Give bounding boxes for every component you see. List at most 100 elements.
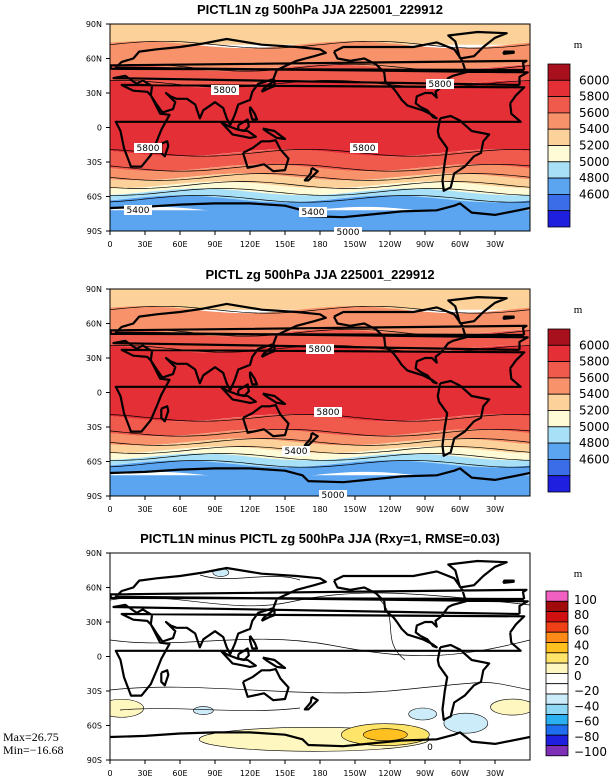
y-tick-label: 30S [87, 158, 102, 167]
coastline [110, 296, 530, 484]
y-tick-label: 0 [97, 124, 102, 133]
colorbar-label: 5000 [579, 420, 610, 434]
panel1-field [110, 24, 530, 231]
field-band [110, 475, 530, 496]
contour-line [110, 40, 530, 49]
colorbar-box [547, 426, 571, 444]
colorbar-label: 4600 [579, 187, 610, 201]
contour-label: 5400 [285, 447, 308, 457]
x-tick-label: 180 [312, 505, 327, 514]
panel3-map: 0 30E 60E 90E 120E 150E 180 150W 120W 90W 60W 30W 90… [86, 549, 531, 778]
y-tick-label: 30S [87, 687, 102, 696]
colorbar-label: 5200 [579, 404, 610, 418]
contour-line [110, 305, 530, 314]
colorbar-label: 5400 [579, 122, 610, 136]
y-tick-label: 30N [86, 618, 102, 627]
y-tick-label: 30S [87, 423, 102, 432]
panel1-unit: m [574, 39, 583, 51]
contour-label-bg [134, 143, 162, 153]
contour-label: 5000 [337, 228, 360, 238]
x-tick-label: 90W [416, 505, 434, 514]
colorbar-box [545, 600, 569, 612]
y-tick-label: 60N [86, 584, 102, 593]
colorbar-box [545, 631, 569, 643]
x-tick-label: 150E [275, 769, 295, 778]
field-band [110, 64, 530, 88]
field-band [110, 414, 530, 437]
field-band [110, 173, 530, 189]
contour-label-bg [282, 446, 310, 456]
colorbar-label: 4600 [579, 452, 610, 466]
contour-label: 5800 [214, 86, 237, 96]
x-tick-label: 30W [486, 769, 504, 778]
x-tick-label: 120W [378, 505, 401, 514]
panel1-title: PICTL1N zg 500hPa JJA 225001_229912 [197, 2, 443, 17]
x-tick-label: 60E [172, 505, 187, 514]
colorbar-box [545, 693, 569, 705]
y-tick-label: 90S [87, 492, 102, 501]
y-tick-label: 60N [86, 55, 102, 64]
colorbar-label: 6000 [579, 73, 610, 87]
field-band [110, 164, 530, 181]
panel3-title: PICTL1N minus PICTL zg 500hPa JJA (Rxy=1… [140, 531, 500, 546]
panel3-field [110, 553, 530, 760]
panel2-map: 0 30E 60E 90E 120E 150E 180 150W 120W 90W 60W 30W 90… [86, 285, 531, 514]
y-tick-label: 0 [97, 653, 102, 662]
colorbar-box [547, 377, 571, 395]
x-tick-label: 60E [172, 240, 187, 249]
colorbar-label: 5600 [579, 371, 610, 385]
contour-label: 5400 [127, 206, 150, 216]
x-tick-label: 60W [451, 769, 469, 778]
contour-label-bg [334, 227, 362, 237]
colorbar-label: −60 [574, 715, 599, 729]
x-tick-label: 120E [240, 505, 260, 514]
x-tick-label: 30W [486, 240, 504, 249]
coastline [110, 559, 530, 748]
colorbar-box [545, 724, 569, 736]
colorbar-box [545, 652, 569, 664]
colorbar-box [547, 128, 571, 146]
field-band [110, 195, 530, 214]
contour-line [110, 181, 530, 189]
colorbar-label: 20 [574, 654, 589, 668]
contour-line [110, 460, 530, 468]
colorbar-box [547, 210, 571, 228]
x-tick-label: 90E [207, 240, 222, 249]
colorbar-box [547, 410, 571, 428]
colorbar-box [547, 442, 571, 460]
field-band [110, 345, 530, 422]
colorbar-box [547, 161, 571, 179]
x-tick-label: 150E [275, 505, 295, 514]
y-tick-label: 90N [86, 20, 102, 29]
panel1-colorbar: 6000 5800 5600 5400 5200 5000 4800 4600 [547, 63, 610, 228]
colorbar-label: 100 [574, 593, 597, 607]
panel1-map: 0 30E 60E 90E 120E 150E 180 150W 120W 90W 60W 30W 90… [86, 20, 531, 249]
contour-label: 5800 [317, 408, 340, 418]
x-tick-label: 60W [451, 505, 469, 514]
field-band [110, 429, 530, 446]
y-tick-label: 60N [86, 320, 102, 329]
anomaly-region [443, 712, 489, 734]
contour-label: 5800 [137, 144, 160, 154]
colorbar-box [545, 683, 569, 695]
contour-label: 0 [427, 743, 433, 753]
min-label: Min=−16.68 [3, 743, 64, 757]
x-tick-label: 120W [378, 240, 401, 249]
colorbar-box [547, 393, 571, 411]
contour-line [110, 149, 530, 157]
contour-label-bg [124, 205, 152, 215]
contour-line [110, 446, 530, 454]
x-tick-label: 150W [343, 240, 366, 249]
contour-label: 5800 [353, 144, 376, 154]
colorbar-box [545, 590, 569, 602]
contour-line [110, 163, 530, 172]
colorbar-box [545, 642, 569, 654]
x-tick-label: 90W [416, 769, 434, 778]
colorbar-label: 0 [574, 669, 582, 683]
colorbar-box [545, 703, 569, 715]
colorbar-box [547, 63, 571, 81]
colorbar-box [547, 177, 571, 195]
anomaly-region [110, 698, 144, 718]
x-tick-label: 60E [172, 769, 187, 778]
